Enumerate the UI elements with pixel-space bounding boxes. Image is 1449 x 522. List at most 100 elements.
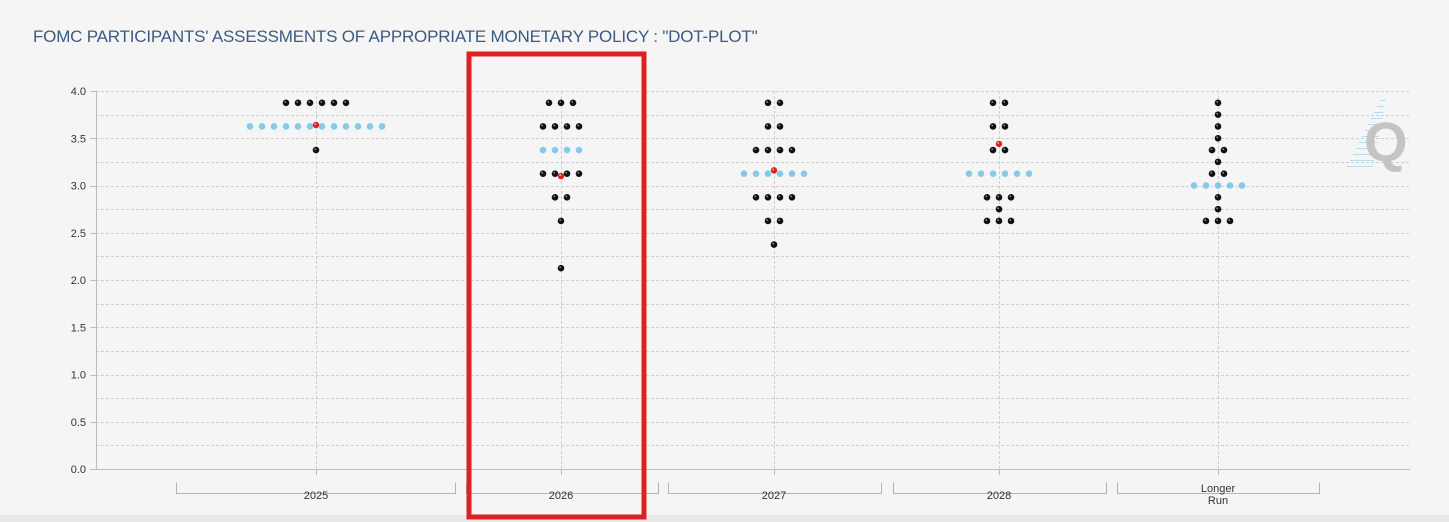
- participant-dot: [1007, 217, 1015, 225]
- x-tick-label: 2026: [549, 490, 573, 502]
- x-category-bracket: [668, 482, 882, 494]
- dot-highlight: [1210, 171, 1213, 174]
- median-dot: [282, 123, 290, 130]
- watermark: Q: [1347, 100, 1408, 173]
- participant-dot: [330, 99, 338, 107]
- participant-dot: [318, 99, 326, 107]
- median-dot: [563, 146, 571, 154]
- dot-highlight: [754, 195, 757, 198]
- dot-highlight: [1222, 171, 1225, 174]
- participant-dot: [342, 99, 350, 107]
- x-tick-label-line: 2028: [987, 490, 1011, 502]
- median-dot: [977, 170, 985, 177]
- dot-highlight: [1009, 219, 1012, 221]
- dot-highlight: [559, 266, 562, 269]
- participant-dot: [989, 146, 997, 154]
- participant-dot: [294, 99, 302, 107]
- x-category-bracket: [1117, 482, 1320, 494]
- dot-highlight: [284, 101, 287, 103]
- participant-dot: [1214, 134, 1222, 142]
- participant-dot: [539, 123, 547, 130]
- y-tick-label: 3.5: [71, 133, 86, 145]
- x-category-bracket: [893, 482, 1107, 494]
- dot-highlight: [997, 219, 1000, 221]
- dot-highlight: [1216, 219, 1219, 221]
- participant-dot: [983, 194, 991, 201]
- participant-dot: [575, 170, 583, 177]
- dot-highlight: [766, 101, 769, 103]
- participant-dot: [1214, 205, 1222, 213]
- dot-highlight: [565, 195, 568, 198]
- median-dot: [788, 170, 796, 177]
- dot-highlight: [778, 148, 781, 151]
- participant-dot: [545, 99, 553, 107]
- participant-dot: [752, 146, 760, 154]
- participant-dot: [569, 99, 577, 107]
- dot-highlight: [991, 124, 994, 127]
- participant-dot: [764, 217, 772, 225]
- dot-highlight: [314, 148, 317, 151]
- participant-dot: [551, 123, 559, 130]
- highlight-layer: [466, 51, 647, 520]
- median-dot: [330, 123, 338, 130]
- median-dot: [1214, 182, 1222, 189]
- participant-dot: [1001, 146, 1009, 154]
- median-dot: [270, 123, 278, 130]
- median-dot: [575, 146, 583, 154]
- median-dot: [1001, 170, 1009, 177]
- dot-highlight: [778, 195, 781, 198]
- participant-dot: [551, 194, 559, 201]
- participant-dot: [557, 264, 565, 272]
- x-tick-label-line: 2026: [549, 490, 573, 502]
- bottom-border: [0, 515, 1449, 522]
- median-marker-highlight: [772, 168, 775, 171]
- x-tick-label: 2027: [762, 490, 786, 502]
- median-marker: [770, 167, 778, 174]
- participant-dot: [995, 205, 1003, 213]
- dot-highlight: [1216, 101, 1219, 103]
- participant-dot: [776, 99, 784, 107]
- x-tick-label-line: Run: [1208, 495, 1228, 507]
- participant-dot: [306, 99, 314, 107]
- median-dot: [740, 170, 748, 177]
- participant-dot: [770, 241, 778, 248]
- median-dot: [800, 170, 808, 177]
- dot-highlight: [577, 171, 580, 174]
- median-dot: [1226, 182, 1234, 189]
- dot-highlight: [997, 207, 1000, 210]
- median-marker-highlight: [997, 142, 1000, 144]
- dot-highlight: [559, 101, 562, 103]
- median-marker-highlight: [559, 174, 562, 177]
- dot-highlight: [1216, 195, 1219, 198]
- median-marker: [312, 121, 320, 129]
- median-dot: [1202, 182, 1210, 189]
- participant-dot: [1214, 217, 1222, 225]
- participant-dot: [563, 123, 571, 130]
- participant-dot: [989, 99, 997, 107]
- watermark-letter: Q: [1364, 110, 1408, 173]
- dot-highlight: [332, 101, 335, 103]
- dot-highlight: [541, 171, 544, 174]
- dot-highlight: [541, 124, 544, 127]
- participant-dot: [764, 194, 772, 201]
- participant-dot: [776, 194, 784, 201]
- participant-dot: [1214, 194, 1222, 201]
- median-marker: [995, 140, 1003, 148]
- dot-highlight: [553, 171, 556, 174]
- dot-highlight: [772, 242, 775, 245]
- median-dot: [342, 123, 350, 130]
- participant-dot: [1214, 123, 1222, 130]
- median-dot: [1238, 182, 1246, 189]
- median-dot: [539, 146, 547, 154]
- median-dot: [306, 123, 314, 130]
- dot-highlight: [790, 148, 793, 151]
- dot-highlight: [991, 148, 994, 151]
- participant-dot: [1202, 217, 1210, 225]
- x-tick-label: 2028: [987, 490, 1011, 502]
- dot-highlight: [577, 124, 580, 127]
- dot-highlight: [790, 195, 793, 198]
- dot-highlight: [565, 171, 568, 174]
- dot-highlight: [308, 101, 311, 103]
- participant-dot: [1220, 146, 1228, 154]
